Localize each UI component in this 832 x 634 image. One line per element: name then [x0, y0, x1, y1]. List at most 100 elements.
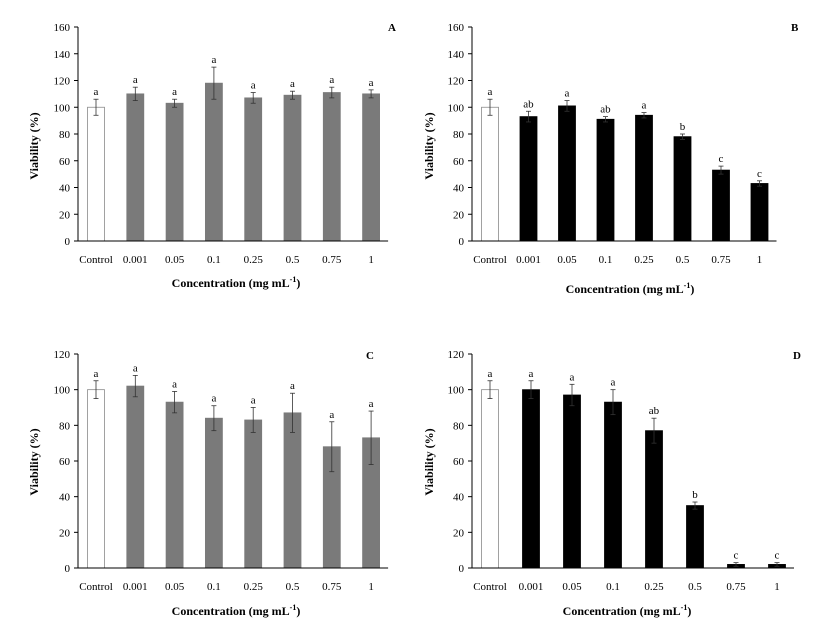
panel-a-x-tick-label: 0.25: [244, 254, 264, 266]
panel-b-significance-letter: b: [680, 121, 686, 133]
panel-a-bar: [362, 93, 381, 242]
panel-c-significance-letter: a: [172, 378, 177, 390]
panel-c-significance-letter: a: [290, 380, 295, 392]
panel-a-bar: [126, 93, 145, 242]
panel-a-significance-letter: a: [329, 74, 334, 86]
panel-b-significance-letter: a: [488, 86, 493, 98]
panel-a-significance-letter: a: [211, 54, 216, 66]
panel-b-bar: [558, 105, 576, 242]
panel-c-bar: [87, 389, 105, 569]
panel-a-bar: [322, 92, 341, 242]
panel-a-y-tick-label: 20: [59, 209, 71, 221]
panel-c-significance-letter: a: [369, 398, 374, 410]
panel-a-bar: [204, 82, 223, 242]
panel-a-x-tick-label: 0.001: [123, 254, 148, 266]
panel-d-x-tick-label: 1: [774, 581, 780, 593]
panel-b-y-axis-title: Viability (%): [422, 112, 436, 179]
panel-b-x-axis-title: Concentration (mg mL-1): [566, 281, 695, 296]
panel-a-y-tick-label: 60: [59, 156, 71, 168]
panel-b-x-tick-label: 0.001: [516, 254, 541, 266]
panel-c-bar: [283, 412, 302, 569]
panel-d-y-tick-label: 80: [453, 420, 465, 432]
panel-c-label: C: [366, 350, 374, 362]
panel-b-label: B: [791, 22, 799, 34]
panel-b-y-tick-label: 100: [448, 102, 465, 114]
panel-a-y-tick-label: 0: [65, 236, 71, 248]
panel-d-x-tick-label: Control: [473, 581, 507, 593]
panel-c-significance-letter: a: [251, 395, 256, 407]
panel-a: A Viability (%) Concentration (mg mL-1) …: [27, 22, 396, 290]
panel-a-bar: [283, 94, 302, 242]
panel-c-bar: [244, 419, 263, 569]
panel-b-significance-letter: c: [719, 153, 724, 165]
panel-d-y-tick-label: 100: [448, 385, 465, 397]
panel-c-significance-letter: a: [133, 362, 138, 374]
panel-d-significance-letter: c: [734, 550, 739, 562]
panel-c-x-tick-label: 0.75: [322, 581, 342, 593]
panel-d-y-tick-label: 120: [448, 349, 465, 361]
panel-c-y-tick-label: 40: [59, 492, 71, 504]
panel-d-x-tick-label: 0.1: [606, 581, 620, 593]
panel-a-x-tick-label: 0.05: [165, 254, 185, 266]
panel-a-label: A: [388, 22, 396, 34]
panel-b-x-tick-label: Control: [473, 254, 507, 266]
panel-d-bar: [604, 401, 622, 569]
panel-a-x-tick-label: 1: [368, 254, 374, 266]
panel-d-significance-letter: b: [692, 489, 698, 501]
panel-c: C Viability (%) Concentration (mg mL-1) …: [27, 349, 389, 618]
panel-b-y-tick-label: 140: [448, 49, 465, 61]
panel-a-significance-letter: a: [290, 78, 295, 90]
panel-c-x-tick-label: Control: [79, 581, 113, 593]
panel-c-x-tick-label: 0.05: [165, 581, 185, 593]
panel-d-x-axis-title: Concentration (mg mL-1): [563, 603, 692, 618]
panel-c-significance-letter: a: [211, 393, 216, 405]
panel-d-x-tick-label: 0.5: [688, 581, 702, 593]
panel-a-bar: [87, 106, 105, 242]
panel-a-significance-letter: a: [133, 74, 138, 86]
panel-c-y-tick-label: 100: [54, 385, 71, 397]
panel-b-bar: [481, 106, 499, 242]
panel-c-y-tick-label: 80: [59, 420, 71, 432]
panel-d-bar: [481, 389, 499, 569]
panel-d-x-tick-label: 0.05: [562, 581, 582, 593]
panel-a-y-tick-label: 80: [59, 129, 71, 141]
panel-b-x-tick-label: 0.05: [557, 254, 577, 266]
panel-b-x-tick-label: 1: [757, 254, 763, 266]
panel-d-label: D: [793, 350, 801, 362]
panel-b-x-tick-label: 0.5: [676, 254, 690, 266]
panel-d-bar: [645, 430, 663, 569]
panel-c-y-tick-label: 120: [54, 349, 71, 361]
panel-b-bar: [596, 118, 615, 242]
panel-a-significance-letter: a: [94, 86, 99, 98]
panel-d-y-tick-label: 40: [453, 492, 465, 504]
panel-d-bar: [522, 389, 540, 569]
panel-b-y-tick-label: 80: [453, 129, 465, 141]
panel-b-significance-letter: c: [757, 168, 762, 180]
panel-a-y-axis-title: Viability (%): [27, 112, 41, 179]
panel-c-bar: [165, 401, 184, 569]
panel-a-x-tick-label: 0.75: [322, 254, 342, 266]
panel-d-significance-letter: a: [570, 371, 575, 383]
panel-a-significance-letter: a: [172, 86, 177, 98]
panel-b: B Viability (%) Concentration (mg mL-1) …: [422, 22, 799, 296]
panel-d: D Viability (%) Concentration (mg mL-1) …: [422, 349, 801, 618]
panel-b-significance-letter: ab: [600, 104, 611, 116]
panel-a-x-tick-label: 0.5: [286, 254, 300, 266]
panel-d-y-tick-label: 0: [459, 563, 465, 575]
panel-a-y-tick-label: 160: [54, 22, 71, 34]
panel-c-y-tick-label: 20: [59, 527, 71, 539]
panel-c-x-tick-label: 1: [368, 581, 374, 593]
panel-d-y-axis-title: Viability (%): [422, 428, 436, 495]
panel-a-x-tick-label: 0.1: [207, 254, 221, 266]
panel-b-x-tick-label: 0.25: [634, 254, 654, 266]
panel-c-x-tick-label: 0.1: [207, 581, 221, 593]
panel-a-y-tick-label: 100: [54, 102, 71, 114]
panel-b-y-tick-label: 120: [448, 76, 465, 88]
panel-a-y-tick-label: 40: [59, 183, 71, 195]
panel-a-y-tick-label: 140: [54, 49, 71, 61]
panel-c-significance-letter: a: [94, 368, 99, 380]
panel-d-y-tick-label: 60: [453, 456, 465, 468]
panel-a-x-tick-label: Control: [79, 254, 113, 266]
panel-a-significance-letter: a: [251, 80, 256, 92]
